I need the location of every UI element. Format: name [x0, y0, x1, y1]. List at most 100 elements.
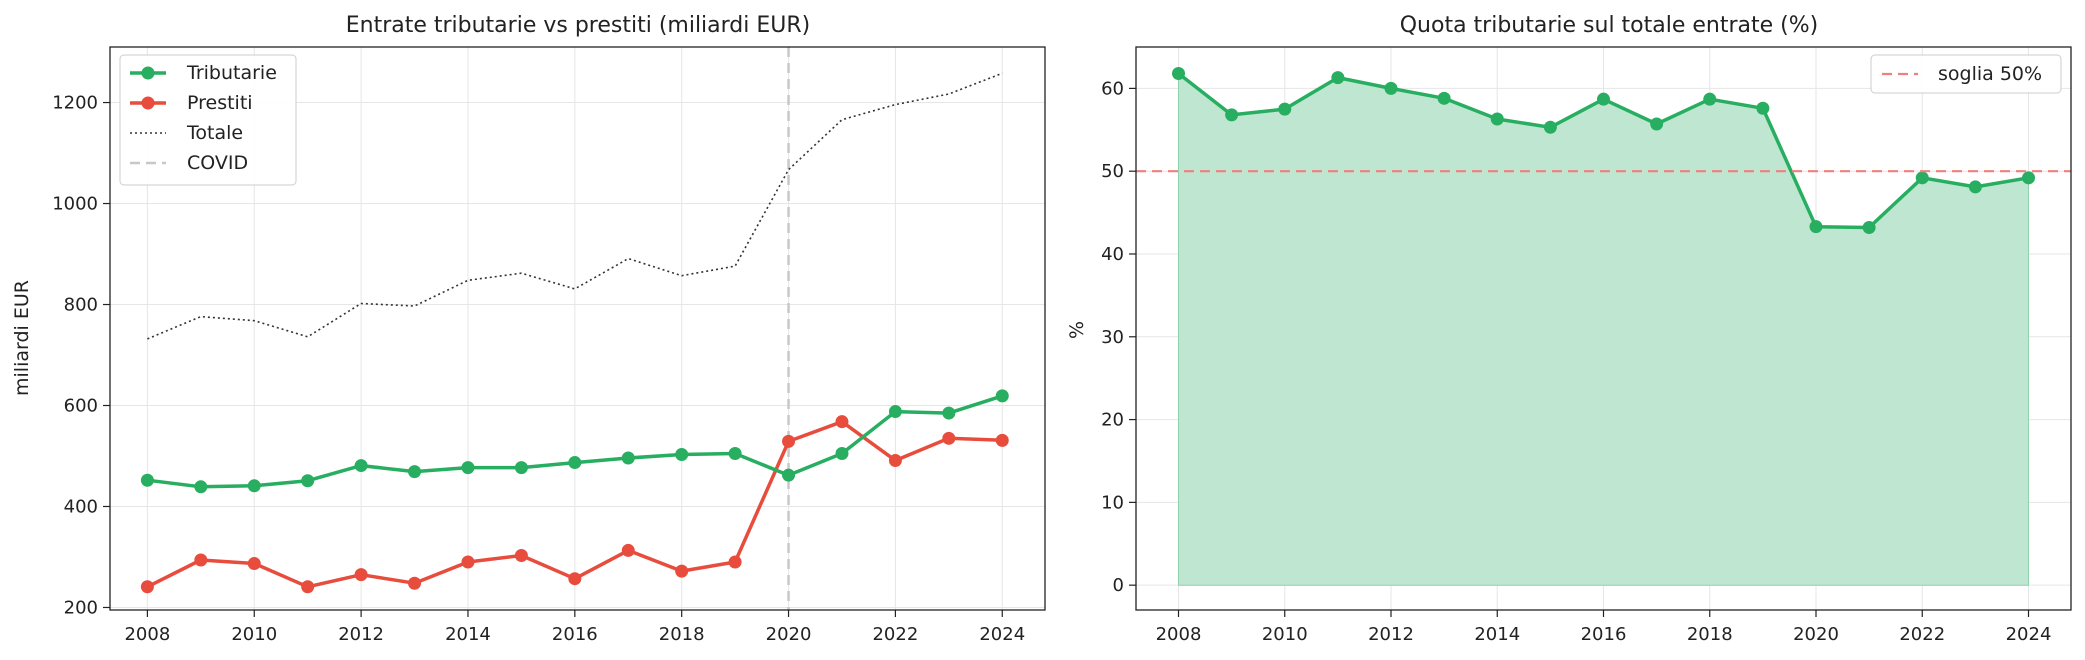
- point-prestiti: [514, 548, 528, 562]
- point-tributarie: [621, 451, 635, 465]
- chart-left-ylabel: miliardi EUR: [11, 280, 33, 396]
- point-prestiti: [408, 576, 422, 590]
- point-quota: [1650, 117, 1664, 131]
- x-tick-label: 2020: [766, 624, 812, 645]
- y-tick-label: 20: [1101, 410, 1124, 431]
- x-tick-label: 2014: [445, 624, 491, 645]
- point-prestiti: [728, 555, 742, 569]
- point-quota: [1968, 180, 1982, 194]
- point-tributarie: [247, 479, 261, 493]
- x-tick-label: 2024: [2006, 624, 2052, 645]
- point-prestiti: [675, 564, 689, 578]
- point-quota: [1490, 112, 1504, 126]
- x-tick-label: 2012: [338, 624, 384, 645]
- point-prestiti: [888, 454, 902, 468]
- x-tick-label: 2022: [1899, 624, 1945, 645]
- point-tributarie: [194, 480, 208, 494]
- y-tick-label: 1200: [52, 93, 98, 114]
- chart-left-title: Entrate tributarie vs prestiti (miliardi…: [346, 13, 811, 38]
- y-tick-label: 400: [64, 496, 98, 517]
- point-tributarie: [140, 473, 154, 487]
- x-tick-label: 2010: [231, 624, 277, 645]
- point-tributarie: [888, 405, 902, 419]
- point-prestiti: [140, 580, 154, 594]
- point-quota: [1915, 171, 1929, 185]
- point-quota: [1172, 66, 1185, 80]
- point-prestiti: [194, 553, 208, 567]
- legend-box: [1870, 54, 2062, 94]
- point-prestiti: [942, 431, 956, 445]
- x-tick-label: 2016: [552, 624, 598, 645]
- legend-marker: [141, 96, 155, 110]
- point-tributarie: [728, 446, 742, 460]
- point-tributarie: [301, 474, 315, 488]
- y-tick-label: 1000: [52, 194, 98, 215]
- point-tributarie: [995, 389, 1009, 403]
- point-prestiti: [835, 415, 849, 429]
- legend-marker: [141, 66, 155, 80]
- series-area-quota: [1178, 72, 2029, 586]
- legend-label: COVID: [187, 152, 248, 174]
- chart-left-grid: [110, 47, 1045, 610]
- legend-label: Tributarie: [186, 62, 277, 84]
- point-tributarie: [782, 468, 796, 482]
- chart-right-ticks: 2008 2010 2012 2014 2016 2018 2020 2022 2024 0 10 2…: [1101, 78, 2051, 645]
- y-tick-label: 60: [1101, 78, 1124, 99]
- y-tick-label: 0: [1113, 575, 1124, 596]
- point-tributarie: [675, 447, 689, 461]
- chart-left-series: [140, 72, 1009, 594]
- point-prestiti: [247, 557, 261, 571]
- point-tributarie: [942, 406, 956, 420]
- point-quota: [1331, 71, 1345, 85]
- chart-left-ticks: 2008 2010 2012 2014 2016 2018 2020 2022 2024 200 4…: [52, 93, 1025, 645]
- point-quota: [1862, 220, 1876, 234]
- series-line-totale: [147, 72, 1003, 340]
- point-quota: [1809, 220, 1823, 234]
- x-tick-label: 2014: [1474, 624, 1520, 645]
- x-tick-label: 2020: [1793, 624, 1839, 645]
- chart-right-series: [1172, 66, 2035, 586]
- point-prestiti: [782, 434, 796, 448]
- chart-right-title: Quota tributarie sul totale entrate (%): [1400, 13, 1819, 38]
- chart-left: Entrate tributarie vs prestiti (miliardi…: [11, 13, 1046, 645]
- point-tributarie: [461, 461, 475, 475]
- legend-label: Totale: [186, 122, 243, 144]
- point-quota: [1437, 91, 1451, 105]
- chart-left-legend: Tributarie Prestiti Totale COVID: [119, 54, 297, 186]
- point-tributarie: [835, 446, 849, 460]
- y-tick-label: 30: [1101, 327, 1124, 348]
- x-tick-label: 2024: [979, 624, 1025, 645]
- x-tick-label: 2022: [872, 624, 918, 645]
- legend-label: Prestiti: [187, 92, 253, 114]
- x-tick-label: 2018: [1687, 624, 1733, 645]
- point-quota: [1703, 92, 1717, 106]
- chart-right-ylabel: %: [1066, 321, 1088, 339]
- x-tick-label: 2010: [1262, 624, 1308, 645]
- point-tributarie: [354, 459, 368, 473]
- y-tick-label: 50: [1101, 161, 1124, 182]
- point-prestiti: [354, 568, 368, 582]
- point-prestiti: [301, 580, 315, 594]
- point-prestiti: [995, 433, 1009, 447]
- chart-left-frame: [109, 46, 1046, 611]
- y-tick-label: 40: [1101, 244, 1124, 265]
- point-prestiti: [461, 555, 475, 569]
- x-tick-label: 2012: [1368, 624, 1414, 645]
- y-tick-label: 200: [64, 597, 98, 618]
- chart-right-frame: [1135, 46, 2072, 611]
- x-tick-label: 2016: [1581, 624, 1627, 645]
- y-tick-label: 10: [1101, 492, 1124, 513]
- x-tick-label: 2008: [1156, 624, 1202, 645]
- point-prestiti: [568, 572, 582, 586]
- x-tick-label: 2008: [124, 624, 170, 645]
- point-quota: [1278, 102, 1292, 116]
- point-quota: [1597, 92, 1610, 106]
- legend-label: soglia 50%: [1938, 63, 2042, 85]
- y-tick-label: 800: [64, 295, 98, 316]
- point-tributarie: [568, 456, 582, 470]
- point-quota: [2022, 171, 2035, 185]
- point-quota: [1543, 120, 1557, 134]
- point-tributarie: [514, 461, 528, 475]
- point-quota: [1225, 108, 1239, 122]
